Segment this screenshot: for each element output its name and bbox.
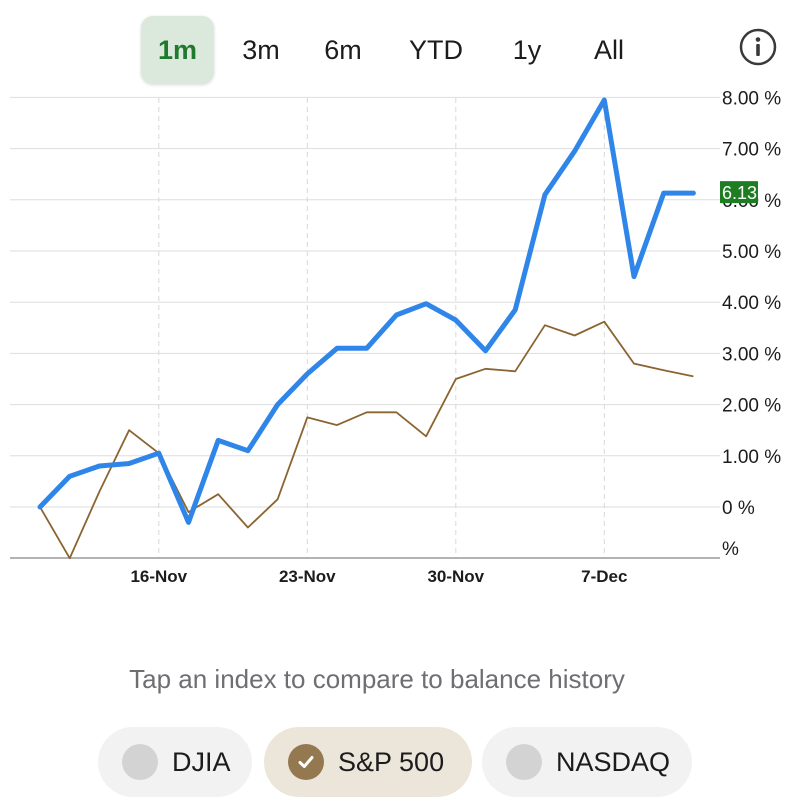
x-tick-label: 16-Nov (130, 567, 187, 586)
y-tick-label: 5.00 % (722, 242, 781, 263)
balance-history-line (40, 100, 693, 522)
unchecked-circle-icon (506, 744, 542, 780)
range-6m-button[interactable]: 6m (308, 16, 378, 84)
y-tick-label: 2.00 % (722, 396, 781, 417)
index-chip-label: NASDAQ (556, 747, 670, 778)
check-circle-icon (288, 744, 324, 780)
y-tick-label: 4.00 % (722, 293, 781, 314)
performance-chart: 8.00 %7.00 %6.00 %5.00 %4.00 %3.00 %2.00… (0, 88, 800, 598)
x-axis-labels: 16-Nov 23-Nov 30-Nov 7-Dec (130, 567, 627, 586)
range-ytd-button[interactable]: YTD (393, 16, 479, 84)
y-tick-label: 3.00 % (722, 344, 781, 365)
compare-caption: Tap an index to compare to balance histo… (0, 664, 754, 695)
x-tick-label: 30-Nov (427, 567, 484, 586)
y-tick-label: 0 % (722, 498, 755, 519)
index-chip-djia[interactable]: DJIA (98, 727, 252, 797)
index-chip-label: S&P 500 (338, 747, 444, 778)
range-selector: 1m 3m 6m YTD 1y All (0, 12, 800, 88)
y-tick-label: % (722, 539, 739, 560)
current-value-text: 6.13 (722, 183, 757, 203)
index-chip-label: DJIA (172, 747, 231, 778)
range-1m-button[interactable]: 1m (141, 16, 214, 84)
info-circle-icon (739, 28, 777, 66)
range-1y-button[interactable]: 1y (496, 16, 558, 84)
range-3m-button[interactable]: 3m (226, 16, 296, 84)
y-tick-label: 7.00 % (722, 140, 781, 161)
y-tick-label: 1.00 % (722, 447, 781, 468)
index-chip-sp500[interactable]: S&P 500 (264, 727, 472, 797)
y-axis-labels: 8.00 %7.00 %6.00 %5.00 %4.00 %3.00 %2.00… (722, 88, 781, 560)
y-tick-label: 8.00 % (722, 88, 781, 109)
range-all-button[interactable]: All (574, 16, 644, 84)
index-chip-nasdaq[interactable]: NASDAQ (482, 727, 692, 797)
current-value-badge: 6.13 (720, 181, 758, 203)
checkmark-icon (296, 752, 316, 772)
unchecked-circle-icon (122, 744, 158, 780)
x-tick-label: 7-Dec (581, 567, 627, 586)
x-tick-label: 23-Nov (279, 567, 336, 586)
sp500-index-line (40, 322, 693, 559)
info-button[interactable] (739, 28, 777, 66)
